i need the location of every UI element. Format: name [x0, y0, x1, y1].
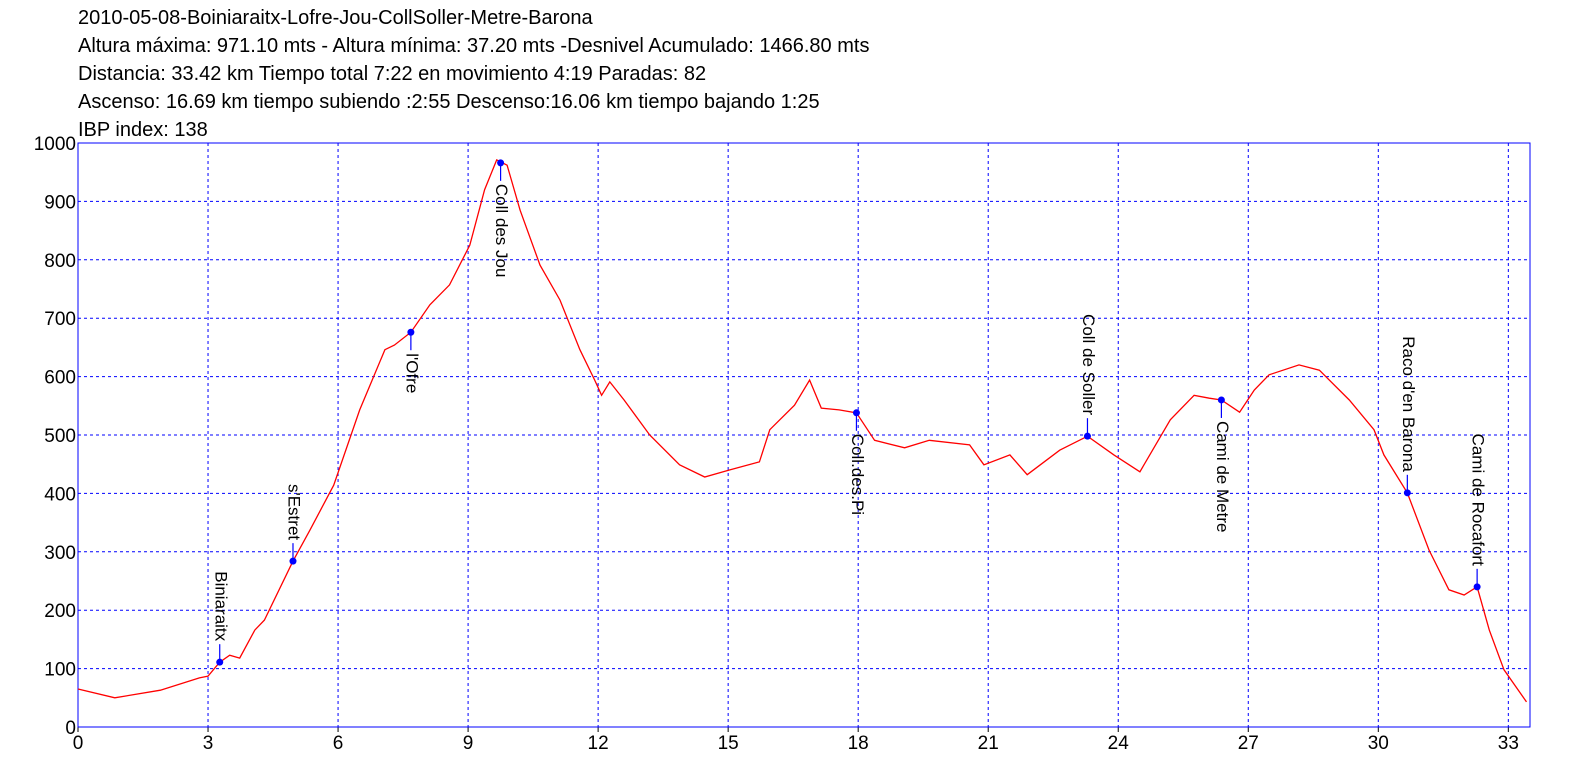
- waypoint-marker: [216, 658, 224, 666]
- waypoint-label: Coll de Soller: [1079, 314, 1098, 415]
- waypoint-marker: [1083, 432, 1091, 440]
- waypoint-label: Cami de Metre: [1213, 421, 1232, 532]
- y-tick-label: 500: [44, 426, 76, 447]
- y-tick-label: 600: [44, 368, 76, 389]
- x-tick-label: 6: [333, 733, 344, 754]
- x-tick-label: 18: [848, 733, 869, 754]
- x-tick-label: 9: [463, 733, 474, 754]
- waypoint-marker: [289, 557, 297, 565]
- x-tick-label: 24: [1108, 733, 1130, 754]
- subtitle: Distancia: 33.42 km Tiempo total 7:22 en…: [78, 63, 706, 85]
- y-tick-label: 0: [65, 718, 76, 739]
- x-tick-label: 30: [1368, 733, 1389, 754]
- waypoint-label: s'Estret: [284, 484, 303, 540]
- x-tick-label: 21: [978, 733, 999, 754]
- y-tick-label: 200: [44, 601, 76, 622]
- x-tick-label: 0: [73, 733, 84, 754]
- y-tick-label: 100: [44, 660, 76, 681]
- x-tick-label: 12: [588, 733, 609, 754]
- waypoint-marker: [497, 159, 505, 167]
- x-tick-label: 33: [1498, 733, 1519, 754]
- x-tick-label: 3: [203, 733, 214, 754]
- plot-frame: [77, 142, 1531, 728]
- y-tick-label: 300: [44, 543, 76, 564]
- y-tick-label: 400: [44, 484, 76, 505]
- waypoint-marker: [1217, 396, 1225, 404]
- subtitle: Altura máxima: 971.10 mts - Altura mínim…: [78, 35, 869, 57]
- elevation-line: [77, 158, 1528, 703]
- waypoint-marker: [852, 409, 860, 417]
- waypoint-label: Coll des Jou: [492, 184, 511, 278]
- waypoint-label: l'Ofre: [402, 353, 421, 393]
- chart-title: 2010-05-08-Boiniaraitx-Lofre-Jou-CollSol…: [78, 7, 594, 29]
- y-tick-label: 700: [44, 309, 76, 330]
- y-tick-label: 900: [44, 192, 76, 213]
- waypoint-marker: [1403, 489, 1411, 497]
- waypoint-marker: [407, 328, 415, 336]
- waypoint-label: Coll.des.Pi: [848, 434, 867, 515]
- waypoint-label: Biniaraitx: [211, 571, 230, 641]
- waypoint-label: Cami de Rocafort: [1469, 434, 1488, 567]
- y-tick-label: 1000: [34, 134, 76, 155]
- subtitle: Ascenso: 16.69 km tiempo subiendo :2:55 …: [78, 91, 820, 113]
- x-tick-label: 27: [1238, 733, 1259, 754]
- waypoint-label: Raco d'en Barona: [1399, 336, 1418, 472]
- waypoint-marker: [1473, 583, 1481, 591]
- subtitle: IBP index: 138: [78, 119, 208, 141]
- x-tick-label: 15: [718, 733, 739, 754]
- y-tick-label: 800: [44, 251, 76, 272]
